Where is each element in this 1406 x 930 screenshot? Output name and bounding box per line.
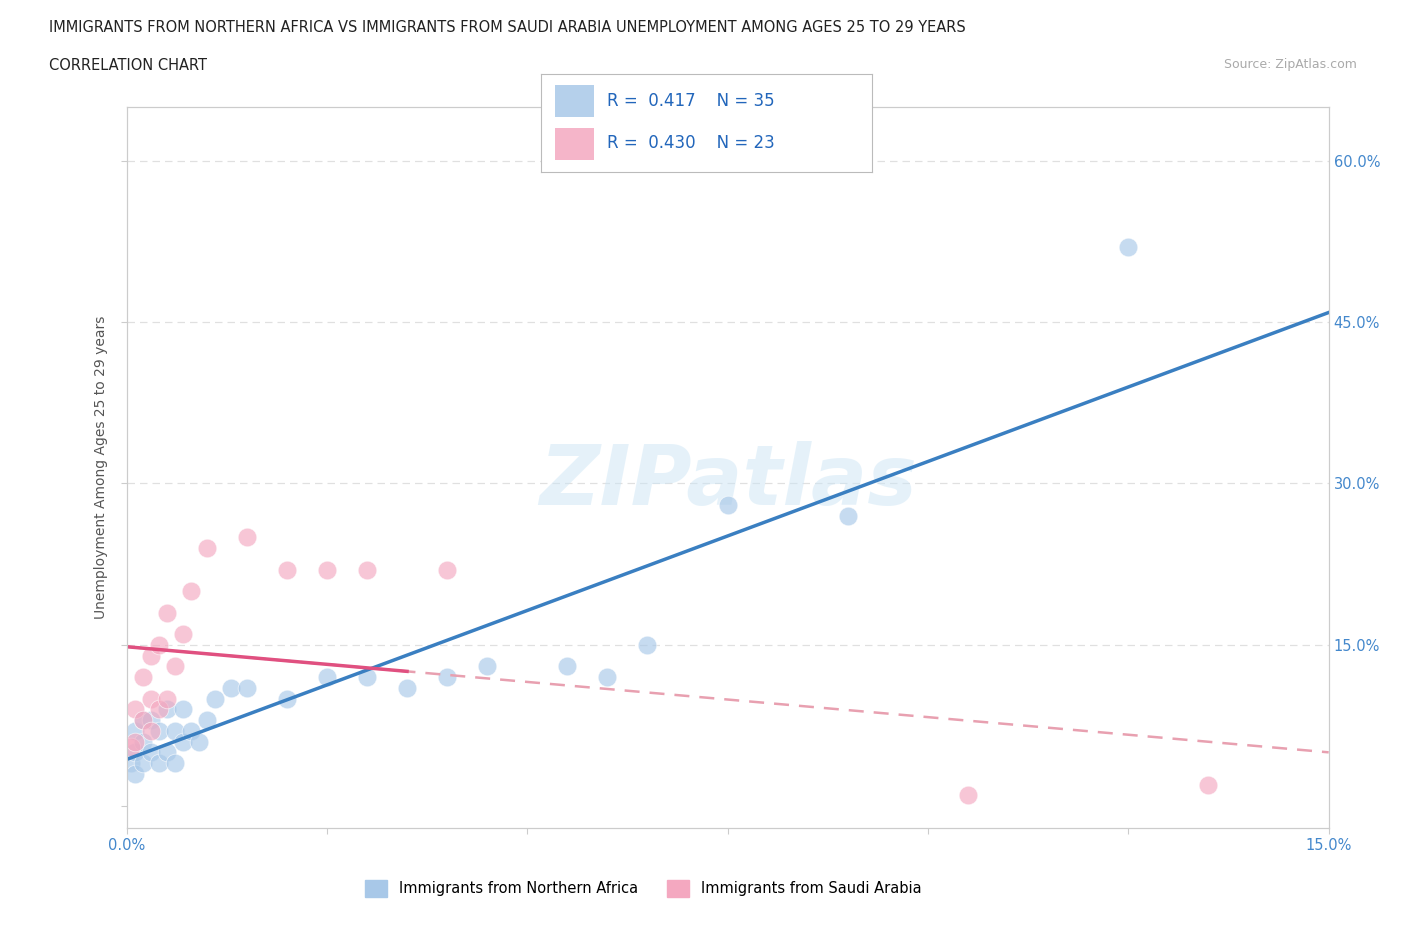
Point xyxy=(131,712,153,727)
Point xyxy=(315,562,337,577)
Point xyxy=(1198,777,1220,792)
Point xyxy=(956,788,979,803)
Point xyxy=(596,670,619,684)
Point xyxy=(148,724,170,738)
Point xyxy=(139,648,162,663)
Point xyxy=(148,702,170,717)
Point xyxy=(180,584,202,599)
Point xyxy=(315,670,337,684)
Point xyxy=(148,756,170,771)
Point xyxy=(716,498,740,512)
Point xyxy=(436,562,458,577)
Point xyxy=(131,756,153,771)
Text: Source: ZipAtlas.com: Source: ZipAtlas.com xyxy=(1223,58,1357,71)
Point xyxy=(148,637,170,652)
Point xyxy=(139,691,162,706)
Y-axis label: Unemployment Among Ages 25 to 29 years: Unemployment Among Ages 25 to 29 years xyxy=(94,315,108,619)
Point xyxy=(180,724,202,738)
Point xyxy=(475,658,498,673)
Point xyxy=(276,691,298,706)
Text: R =  0.430    N = 23: R = 0.430 N = 23 xyxy=(607,134,775,152)
Point xyxy=(636,637,658,652)
Point xyxy=(155,702,177,717)
Point xyxy=(155,745,177,760)
Bar xyxy=(554,128,595,160)
Point xyxy=(139,724,162,738)
Point xyxy=(837,509,859,524)
Point xyxy=(124,745,146,760)
Point xyxy=(163,724,186,738)
Point xyxy=(124,702,146,717)
Point xyxy=(235,681,259,696)
Text: CORRELATION CHART: CORRELATION CHART xyxy=(49,58,207,73)
Point xyxy=(235,530,259,545)
Point xyxy=(436,670,458,684)
Point xyxy=(172,734,194,749)
Legend: Immigrants from Northern Africa, Immigrants from Saudi Arabia: Immigrants from Northern Africa, Immigra… xyxy=(360,874,928,903)
Point xyxy=(172,627,194,642)
Point xyxy=(396,681,419,696)
Point xyxy=(172,702,194,717)
Point xyxy=(139,745,162,760)
Text: IMMIGRANTS FROM NORTHERN AFRICA VS IMMIGRANTS FROM SAUDI ARABIA UNEMPLOYMENT AMO: IMMIGRANTS FROM NORTHERN AFRICA VS IMMIG… xyxy=(49,20,966,35)
Point xyxy=(195,712,218,727)
Point xyxy=(356,670,378,684)
Text: R =  0.417    N = 35: R = 0.417 N = 35 xyxy=(607,92,775,110)
Point xyxy=(131,712,153,727)
Point xyxy=(356,562,378,577)
Point xyxy=(195,540,218,555)
Point xyxy=(155,691,177,706)
Point xyxy=(219,681,242,696)
Point xyxy=(557,658,579,673)
Bar xyxy=(554,86,595,117)
Point xyxy=(276,562,298,577)
Point xyxy=(124,766,146,781)
Text: ZIPatlas: ZIPatlas xyxy=(538,441,917,523)
Point xyxy=(120,756,142,771)
Point xyxy=(120,739,142,754)
Point xyxy=(124,734,146,749)
Point xyxy=(1118,239,1140,254)
Point xyxy=(204,691,226,706)
Point xyxy=(139,712,162,727)
Point xyxy=(163,658,186,673)
Point xyxy=(187,734,209,749)
Point xyxy=(155,605,177,620)
Point xyxy=(163,756,186,771)
Point xyxy=(124,724,146,738)
Point xyxy=(131,670,153,684)
Point xyxy=(131,734,153,749)
